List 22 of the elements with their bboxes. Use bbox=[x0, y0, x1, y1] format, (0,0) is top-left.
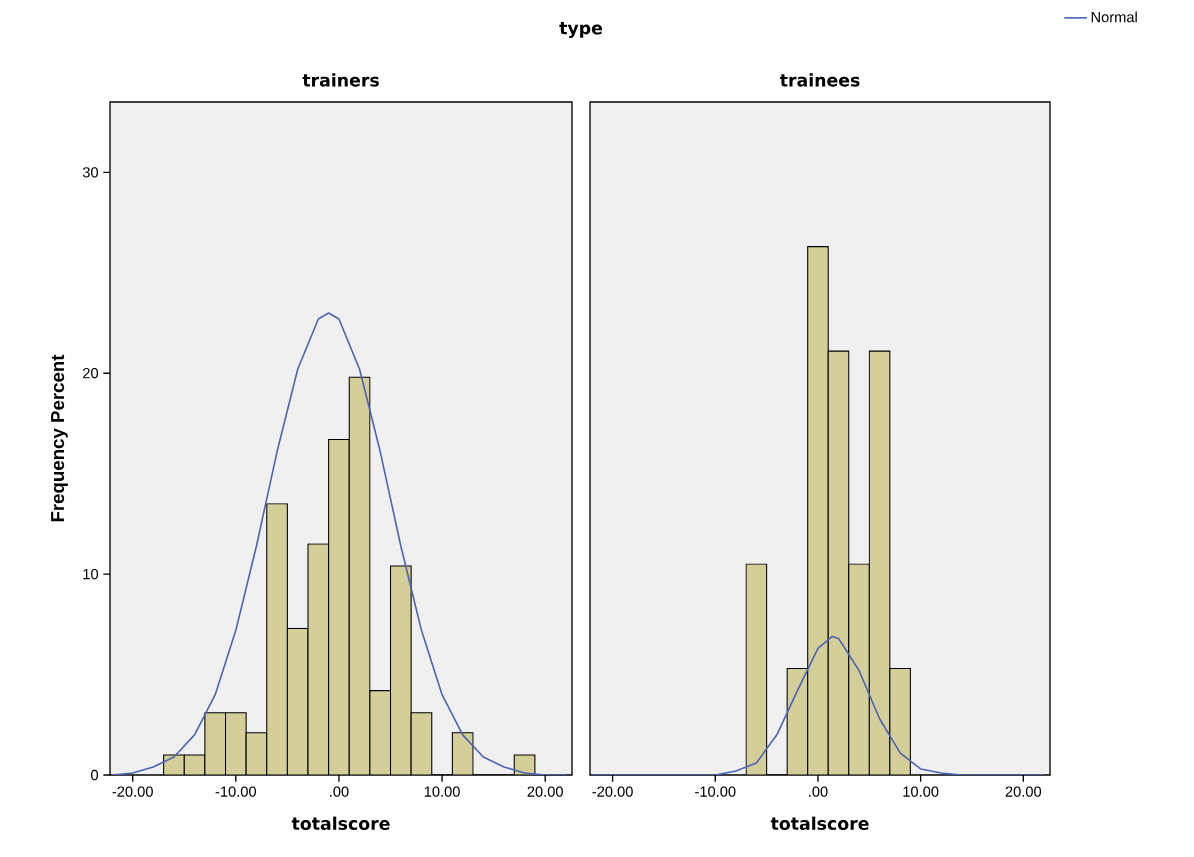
x-axis-title: totalscore bbox=[770, 816, 869, 831]
x-tick-label: -20.00 bbox=[112, 786, 153, 797]
y-axis-title: Frequency Percent bbox=[51, 354, 68, 522]
x-tick-label: 20.00 bbox=[1005, 786, 1042, 797]
x-tick-label: 20.00 bbox=[527, 786, 563, 797]
y-tick-label: 10 bbox=[83, 568, 99, 580]
x-axis-title: totalscore bbox=[291, 816, 390, 831]
y-tick-label: 0 bbox=[91, 769, 99, 781]
y-tick-label: 30 bbox=[82, 167, 99, 178]
x-tick-label: 10.00 bbox=[903, 786, 939, 797]
y-tick-label: 20 bbox=[83, 368, 99, 379]
x-tick-label: .00 bbox=[330, 786, 349, 797]
chart-title: trainers bbox=[302, 73, 379, 87]
x-tick-label: -10.00 bbox=[695, 786, 736, 797]
text: type bbox=[559, 22, 603, 38]
x-tick-label: -20.00 bbox=[592, 786, 633, 797]
x-tick-label: -10.00 bbox=[215, 786, 257, 797]
x-tick-label: 10.00 bbox=[424, 786, 460, 797]
chart-title: trainees bbox=[779, 73, 860, 87]
legend-label: Normal bbox=[1091, 11, 1137, 23]
line-series bbox=[111, 312, 567, 776]
x-tick-label: .00 bbox=[809, 786, 828, 797]
